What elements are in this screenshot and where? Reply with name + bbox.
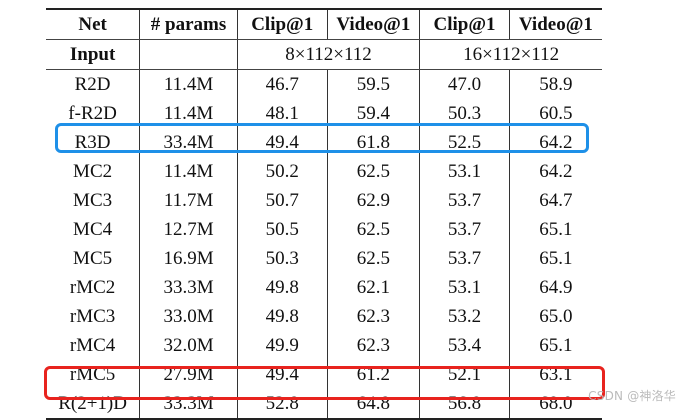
header-row: Net # params Clip@1 Video@1 Clip@1 Video… — [46, 8, 602, 40]
table-row: rMC4 32.0M 49.9 62.3 53.4 65.1 — [46, 331, 602, 360]
params-cell: 33.3M — [139, 273, 238, 302]
net-cell: rMC3 — [69, 306, 116, 327]
results-table: Net # params Clip@1 Video@1 Clip@1 Video… — [46, 8, 602, 420]
clip-16-cell: 53.1 — [419, 157, 510, 186]
header-clip-8: Clip@1 — [236, 8, 328, 40]
table-row: rMC5 27.9M 49.4 61.2 52.1 63.1 — [46, 360, 602, 389]
video-16-cell: 65.1 — [508, 215, 602, 244]
clip-16-cell: 53.7 — [419, 215, 510, 244]
video-8-cell: 59.5 — [326, 69, 420, 99]
net-cell: R(2+1)D — [46, 389, 140, 420]
params-cell: 27.9M — [139, 360, 238, 389]
clip-16-cell: 53.7 — [419, 244, 510, 273]
input-size-16: 16×112×112 — [419, 39, 602, 70]
clip-8-cell: 50.3 — [236, 244, 328, 273]
video-16-cell: 63.1 — [508, 360, 602, 389]
clip-16-cell: 53.1 — [419, 273, 510, 302]
clip-16-cell: 52.5 — [419, 128, 510, 157]
clip-8-cell: 49.8 — [236, 302, 328, 331]
net-cell: R3D — [74, 132, 111, 153]
clip-8-cell: 49.9 — [236, 331, 328, 360]
net-cell: MC4 — [73, 219, 113, 240]
input-label: Input — [46, 39, 140, 70]
video-8-cell: 62.9 — [326, 186, 420, 215]
params-cell: 33.3M — [139, 389, 238, 420]
clip-16-cell: 53.4 — [419, 331, 510, 360]
table-row: rMC2 33.3M 49.8 62.1 53.1 64.9 — [46, 273, 602, 302]
table-row: MC2 11.4M 50.2 62.5 53.1 64.2 — [46, 157, 602, 186]
clip-16-cell: 56.8 — [419, 389, 510, 420]
video-8-cell: 62.5 — [326, 244, 420, 273]
clip-8-cell: 48.1 — [236, 99, 328, 128]
table-row: MC4 12.7M 50.5 62.5 53.7 65.1 — [46, 215, 602, 244]
video-16-cell: 65.0 — [508, 302, 602, 331]
video-16-cell: 58.9 — [508, 69, 602, 99]
header-net: Net — [46, 8, 140, 40]
watermark: CSDN @神洛华 — [588, 389, 676, 403]
net-cell: MC3 — [73, 190, 113, 211]
table-row: f-R2D 11.4M 48.1 59.4 50.3 60.5 — [46, 99, 602, 128]
net-cell: rMC4 — [69, 335, 116, 356]
clip-8-cell: 50.7 — [236, 186, 328, 215]
video-8-cell: 62.1 — [326, 273, 420, 302]
clip-8-cell: 52.8 — [236, 389, 328, 420]
header-video-16: Video@1 — [508, 8, 602, 40]
clip-8-cell: 46.7 — [236, 69, 328, 99]
params-cell: 11.4M — [139, 69, 238, 99]
clip-8-cell: 49.8 — [236, 273, 328, 302]
video-8-cell: 64.8 — [326, 389, 420, 420]
video-16-cell: 64.9 — [508, 273, 602, 302]
video-16-cell: 65.1 — [508, 244, 602, 273]
net-cell: MC5 — [73, 248, 113, 269]
video-16-cell: 64.7 — [508, 186, 602, 215]
clip-8-cell: 50.5 — [236, 215, 328, 244]
params-cell: 33.4M — [139, 128, 238, 157]
net-cell: R2D — [74, 74, 111, 95]
params-cell: 16.9M — [139, 244, 238, 273]
clip-16-cell: 47.0 — [419, 69, 510, 99]
video-8-cell: 59.4 — [326, 99, 420, 128]
params-cell: 11.4M — [139, 157, 238, 186]
video-16-cell: 64.2 — [508, 128, 602, 157]
clip-16-cell: 53.2 — [419, 302, 510, 331]
video-8-cell: 62.3 — [326, 331, 420, 360]
net-cell: MC2 — [73, 161, 113, 182]
table-row: R2D 11.4M 46.7 59.5 47.0 58.9 — [46, 69, 602, 99]
net-cell: rMC2 — [69, 277, 116, 298]
results-table-wrapper: Net # params Clip@1 Video@1 Clip@1 Video… — [46, 8, 602, 420]
video-16-cell: 60.5 — [508, 99, 602, 128]
video-8-cell: 62.5 — [326, 215, 420, 244]
params-cell: 12.7M — [139, 215, 238, 244]
video-8-cell: 61.8 — [326, 128, 420, 157]
video-8-cell: 62.3 — [326, 302, 420, 331]
table-row: R3D 33.4M 49.4 61.8 52.5 64.2 — [46, 128, 602, 157]
input-params-cell — [139, 39, 238, 70]
clip-16-cell: 50.3 — [419, 99, 510, 128]
header-video-8: Video@1 — [326, 8, 420, 40]
video-8-cell: 62.5 — [326, 157, 420, 186]
table-row: rMC3 33.0M 49.8 62.3 53.2 65.0 — [46, 302, 602, 331]
clip-16-cell: 53.7 — [419, 186, 510, 215]
header-clip-16: Clip@1 — [419, 8, 510, 40]
net-cell: f-R2D — [68, 103, 117, 124]
params-cell: 11.7M — [139, 186, 238, 215]
table-row: MC3 11.7M 50.7 62.9 53.7 64.7 — [46, 186, 602, 215]
clip-8-cell: 49.4 — [236, 360, 328, 389]
clip-8-cell: 49.4 — [236, 128, 328, 157]
video-8-cell: 61.2 — [326, 360, 420, 389]
input-size-8: 8×112×112 — [236, 39, 420, 70]
video-16-cell: 64.2 — [508, 157, 602, 186]
params-cell: 11.4M — [139, 99, 238, 128]
params-cell: 33.0M — [139, 302, 238, 331]
video-16-cell: 65.1 — [508, 331, 602, 360]
header-params: # params — [139, 8, 238, 40]
input-row: Input 8×112×112 16×112×112 — [46, 39, 602, 70]
clip-16-cell: 52.1 — [419, 360, 510, 389]
table-row: MC5 16.9M 50.3 62.5 53.7 65.1 — [46, 244, 602, 273]
net-cell: rMC5 — [69, 364, 116, 385]
params-cell: 32.0M — [139, 331, 238, 360]
clip-8-cell: 50.2 — [236, 157, 328, 186]
table-row: R(2+1)D 33.3M 52.8 64.8 56.8 68.0 — [46, 389, 602, 420]
